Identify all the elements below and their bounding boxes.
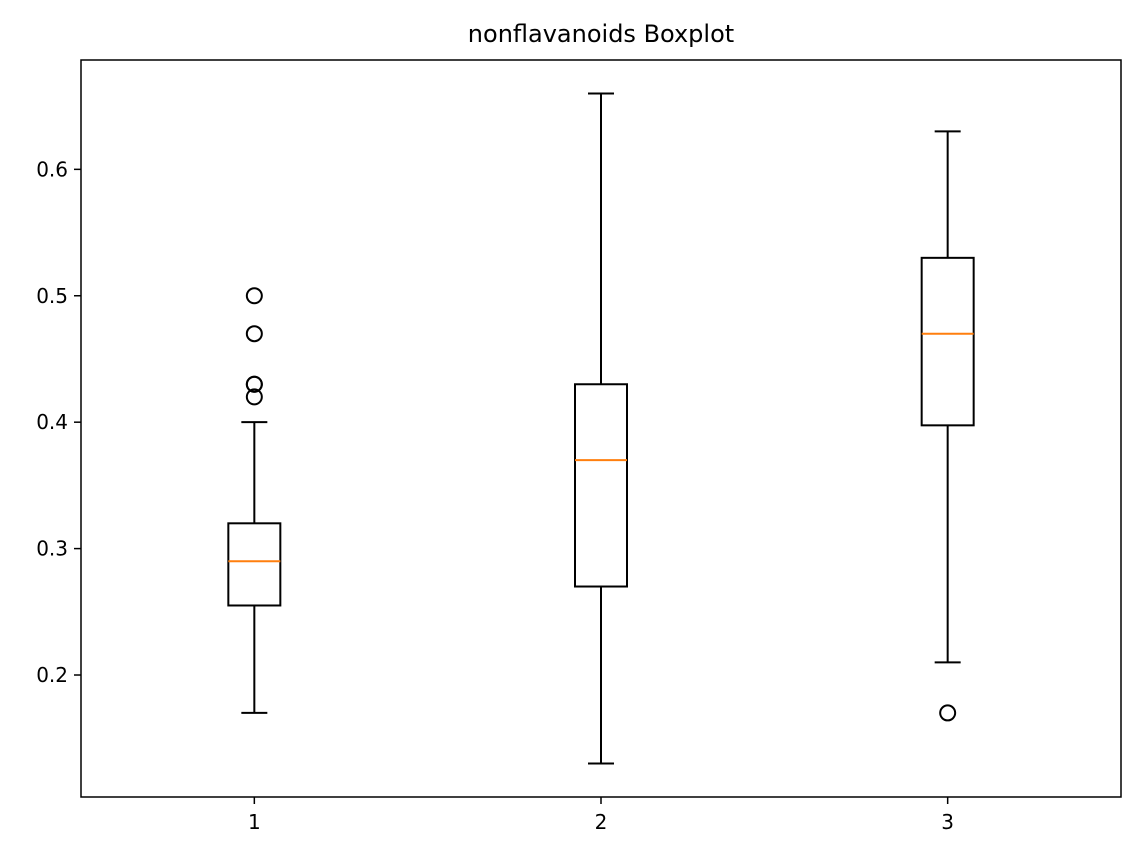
outlier-point bbox=[939, 704, 957, 722]
box-iqr bbox=[227, 522, 282, 607]
x-tick-label: 1 bbox=[248, 810, 261, 834]
y-tick-label: 0.3 bbox=[36, 537, 68, 561]
x-tick-label: 2 bbox=[595, 810, 608, 834]
plot-frame bbox=[80, 59, 1122, 798]
box-group-1 bbox=[227, 287, 282, 714]
y-tick-label: 0.6 bbox=[36, 157, 68, 181]
boxes-layer bbox=[227, 92, 975, 765]
outlier-point bbox=[245, 325, 263, 343]
outlier-point bbox=[245, 388, 263, 406]
y-tick-label: 0.2 bbox=[36, 663, 68, 687]
chart-title: nonflavanoids Boxplot bbox=[468, 20, 734, 48]
y-tick-label: 0.5 bbox=[36, 284, 68, 308]
box-group-2 bbox=[574, 92, 628, 765]
outlier-point bbox=[245, 375, 263, 393]
axes-layer: 0.2 0.3 0.4 0.5 0.6 1 2 3 bbox=[36, 157, 954, 834]
y-tick-label: 0.4 bbox=[36, 410, 68, 434]
box-iqr bbox=[574, 383, 628, 588]
outlier-point bbox=[245, 287, 263, 305]
box-group-3 bbox=[920, 130, 975, 722]
box-iqr bbox=[920, 256, 975, 427]
x-tick-label: 3 bbox=[941, 810, 954, 834]
